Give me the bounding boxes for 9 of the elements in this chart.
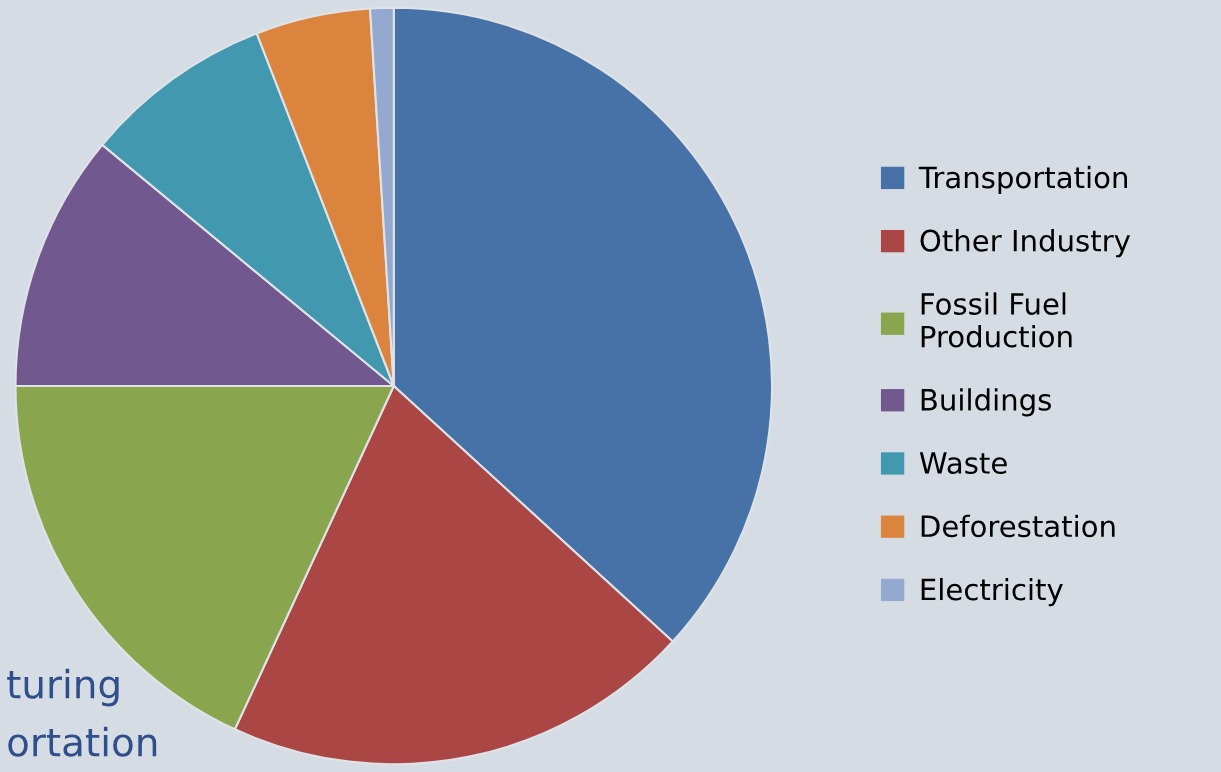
- legend-label: Transportation: [918, 165, 1127, 195]
- legend-label: Other Industry: [920, 229, 1131, 258]
- text: turing: [7, 668, 119, 707]
- legend-label: Fossil Fuel Production: [921, 292, 1072, 348]
- legend-label: Electricity: [921, 577, 1063, 607]
- legend-label: Waste: [919, 452, 1007, 475]
- text: ortation: [8, 726, 157, 757]
- legend-label: Buildings: [921, 388, 1051, 417]
- legend-label: Deforestation: [921, 514, 1115, 538]
